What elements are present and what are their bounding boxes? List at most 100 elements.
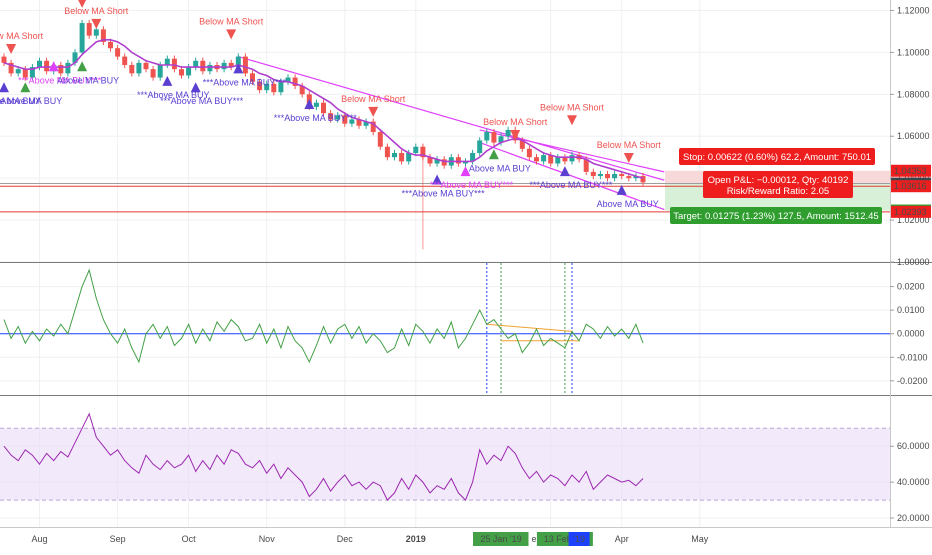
candle-body[interactable] [122, 56, 128, 65]
candle-body[interactable] [441, 159, 447, 166]
candle-body[interactable] [321, 102, 326, 114]
candle-body[interactable] [534, 157, 539, 162]
oscillator-panel[interactable] [0, 263, 890, 395]
candle-body[interactable] [427, 157, 433, 164]
candle-body[interactable] [455, 157, 461, 164]
candle-body[interactable] [612, 173, 618, 179]
trendline[interactable] [479, 129, 665, 173]
candle-body[interactable] [150, 69, 156, 78]
candle-body[interactable] [583, 159, 589, 172]
candle-body[interactable] [200, 60, 206, 72]
candle-body[interactable] [541, 155, 547, 162]
candle-body[interactable] [37, 60, 42, 68]
candle-body[interactable] [115, 48, 121, 57]
short-signal-marker[interactable] [567, 115, 577, 126]
candle-body[interactable] [470, 153, 476, 162]
candle-body[interactable] [292, 77, 298, 86]
short-signal-marker[interactable] [77, 0, 87, 8]
candle-body[interactable] [29, 67, 35, 78]
candle-body[interactable] [171, 58, 177, 70]
candle-body[interactable] [79, 23, 85, 53]
candle-body[interactable] [463, 161, 468, 164]
candle-body[interactable] [505, 129, 511, 137]
candle-body[interactable] [22, 69, 28, 78]
candle-body[interactable] [498, 136, 504, 143]
candle-body[interactable] [8, 62, 14, 74]
candle-body[interactable] [1, 56, 7, 63]
pnl-label-box[interactable] [703, 171, 853, 198]
short-signal-marker[interactable] [510, 129, 521, 140]
candle-body[interactable] [313, 102, 319, 107]
candle-body[interactable] [129, 64, 135, 74]
candle-body[interactable] [72, 52, 78, 63]
candle-body[interactable] [605, 173, 610, 179]
buy-signal-marker[interactable] [616, 184, 627, 195]
candle-body[interactable] [136, 62, 142, 74]
candle-body[interactable] [264, 83, 270, 91]
candle-body[interactable] [193, 60, 199, 68]
candle-body[interactable] [58, 64, 64, 74]
candle-body[interactable] [228, 62, 234, 68]
candle-body[interactable] [413, 146, 419, 154]
position-overlay[interactable]: Stop: 0.00622 (0.60%) 62.2, Amount: 750.… [670, 148, 882, 224]
candle-body[interactable] [328, 113, 334, 120]
candle-body[interactable] [235, 56, 241, 68]
candle-body[interactable] [271, 83, 277, 93]
candle-body[interactable] [626, 176, 632, 179]
candle-body[interactable] [548, 155, 554, 164]
candle-body[interactable] [555, 157, 561, 164]
short-signal-marker[interactable] [91, 18, 102, 29]
stop-label-box[interactable] [679, 148, 875, 165]
short-signal-marker[interactable] [226, 29, 237, 40]
buy-signal-marker[interactable] [77, 61, 88, 72]
candle-body[interactable] [569, 155, 575, 162]
buy-signal-marker[interactable] [162, 75, 173, 86]
candle-body[interactable] [477, 140, 483, 154]
candle-body[interactable] [640, 176, 646, 183]
candle-body[interactable] [370, 121, 376, 133]
candle-body[interactable] [335, 115, 341, 120]
buy-signal-marker[interactable] [20, 82, 31, 93]
candle-body[interactable] [15, 69, 21, 74]
candle-body[interactable] [484, 132, 490, 141]
candle-body[interactable] [299, 85, 305, 95]
candle-body[interactable] [377, 132, 383, 147]
candle-body[interactable] [342, 115, 348, 124]
candle-body[interactable] [207, 64, 213, 72]
buy-signal-marker[interactable] [304, 98, 315, 109]
candle-body[interactable] [399, 153, 405, 162]
candle-body[interactable] [221, 62, 227, 70]
candle-body[interactable] [250, 73, 255, 82]
short-signal-marker[interactable] [623, 153, 634, 164]
buy-signal-marker[interactable] [0, 82, 9, 93]
buy-signal-marker[interactable] [559, 166, 570, 177]
buy-signal-marker[interactable] [432, 174, 443, 185]
candle-body[interactable] [278, 81, 284, 93]
candle-body[interactable] [526, 148, 532, 158]
rsi-panel[interactable] [0, 412, 890, 501]
candle-body[interactable] [590, 171, 596, 177]
candle-body[interactable] [562, 157, 568, 162]
candle-body[interactable] [86, 23, 92, 36]
candle-body[interactable] [392, 153, 397, 158]
candle-body[interactable] [44, 60, 50, 72]
candle-body[interactable] [179, 69, 184, 76]
candle-body[interactable] [143, 62, 149, 70]
candle-body[interactable] [356, 119, 362, 126]
candle-body[interactable] [597, 173, 603, 177]
candle-body[interactable] [93, 29, 99, 36]
candle-body[interactable] [100, 29, 106, 42]
buy-signal-marker[interactable] [48, 61, 59, 72]
candle-body[interactable] [519, 140, 525, 149]
short-signal-marker[interactable] [368, 106, 379, 117]
candle-body[interactable] [257, 81, 263, 91]
candle-body[interactable] [406, 153, 412, 162]
candle-body[interactable] [349, 119, 355, 124]
candle-body[interactable] [108, 41, 113, 49]
trendline[interactable] [479, 141, 665, 211]
candle-body[interactable] [242, 56, 248, 74]
target-label-box[interactable] [670, 207, 882, 224]
candle-body[interactable] [363, 121, 369, 126]
short-signal-marker[interactable] [6, 44, 17, 55]
